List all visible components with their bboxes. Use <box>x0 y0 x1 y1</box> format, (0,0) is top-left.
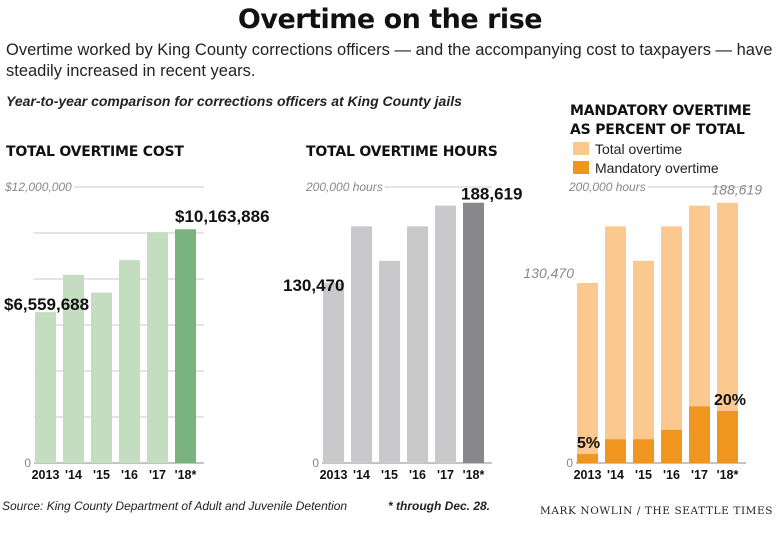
cost-bar <box>63 274 84 463</box>
legend-swatch-mandatory <box>573 161 589 174</box>
hours-bar <box>463 202 484 463</box>
hours-bar <box>351 226 372 463</box>
cost-data-label: $6,559,688 <box>4 295 89 314</box>
cost-category-label: '15 <box>93 468 110 482</box>
legend-item-mandatory: Mandatory overtime <box>573 158 719 177</box>
cost-tick-label: $12,000,000 <box>4 180 72 194</box>
hours-tick-label: 0 <box>312 456 319 470</box>
hours-bar <box>435 205 456 463</box>
mandatory-chart-total-bar <box>717 202 738 463</box>
hours-category-label: '17 <box>437 468 454 482</box>
mandatory-chart-mandatory-bar <box>577 454 598 463</box>
cost-tick-label: 0 <box>24 456 31 470</box>
legend-label-mandatory: Mandatory overtime <box>595 159 719 176</box>
mand-category-label: '15 <box>635 468 652 482</box>
mand-category-label: '18* <box>717 468 739 482</box>
hours-category-label: '15 <box>381 468 398 482</box>
hours-bar <box>323 282 344 463</box>
cost-category-label: '16 <box>121 468 138 482</box>
mandatory-chart-total-bar <box>577 282 598 463</box>
cost-bar <box>147 232 168 463</box>
mand-category-label: '16 <box>663 468 680 482</box>
cost-bar <box>35 312 56 463</box>
mandatory-chart-mandatory-bar <box>689 406 710 463</box>
hours-tick-label-backing <box>303 180 385 194</box>
legend-swatch-total <box>573 142 589 155</box>
mandatory-chart-title: MANDATORY OVERTIME AS PERCENT OF TOTAL <box>570 103 752 138</box>
mandatory-chart-data-label: 130,470 <box>523 265 574 281</box>
cost-data-label: $10,163,886 <box>175 207 270 226</box>
legend-item-total: Total overtime <box>573 139 719 158</box>
mandatory-chart-mandatory-bar <box>661 429 682 463</box>
hours-category-label: '14 <box>353 468 370 482</box>
mandatory-chart-data-label: 188,619 <box>711 182 762 198</box>
chart-title: Overtime on the rise <box>237 4 543 35</box>
mandatory-chart-mandatory-bar <box>605 439 626 463</box>
hours-bar <box>407 226 428 463</box>
mandatory-chart-total-bar <box>661 226 682 463</box>
legend: Total overtime Mandatory overtime <box>573 139 719 177</box>
hours-bar <box>379 260 400 463</box>
hours-category-label: '16 <box>409 468 426 482</box>
cost-bar <box>91 292 112 463</box>
mand-tick-label: 200,000 hours <box>568 180 646 194</box>
cost-bar <box>175 229 196 463</box>
mand-category-label: 2013 <box>574 468 602 482</box>
hours-category-label: '18* <box>463 468 485 482</box>
legend-label-total: Total overtime <box>595 140 683 157</box>
mandatory-chart-total-bar <box>633 260 654 463</box>
cost-category-label: '17 <box>149 468 166 482</box>
intro-text: Overtime worked by King County correctio… <box>6 41 773 80</box>
hours-data-label: 188,619 <box>461 185 522 204</box>
mand-tick-label: 0 <box>566 456 573 470</box>
mandatory-chart-mandatory-bar <box>717 410 738 463</box>
mandatory-chart-total-bar <box>605 226 626 463</box>
mand-category-label: '14 <box>607 468 624 482</box>
cost-tick-label-backing <box>2 180 75 194</box>
cost-bar <box>119 260 140 463</box>
cost-category-label: 2013 <box>32 468 60 482</box>
mand-category-label: '17 <box>691 468 708 482</box>
hours-tick-label: 200,000 hours <box>305 180 383 194</box>
hours-chart-title: TOTAL OVERTIME HOURS <box>306 144 498 160</box>
hours-data-label: 130,470 <box>283 276 344 295</box>
source-note: Source: King County Department of Adult … <box>2 499 348 513</box>
mandatory-chart-mandatory-bar <box>633 439 654 463</box>
cost-chart-title: TOTAL OVERTIME COST <box>6 144 184 160</box>
cost-category-label: '14 <box>65 468 82 482</box>
mand-tick-label-backing <box>566 180 648 194</box>
mandatory-chart-percent-label: 5% <box>577 435 600 452</box>
dek-text: Year-to-year comparison for corrections … <box>6 93 462 109</box>
credit-line: MARK NOWLIN / THE SEATTLE TIMES <box>540 505 774 517</box>
mandatory-chart-percent-label: 20% <box>714 392 746 409</box>
hours-category-label: 2013 <box>320 468 348 482</box>
footnote: * through Dec. 28. <box>388 499 491 513</box>
cost-category-label: '18* <box>175 468 197 482</box>
mandatory-chart-total-bar <box>689 205 710 463</box>
